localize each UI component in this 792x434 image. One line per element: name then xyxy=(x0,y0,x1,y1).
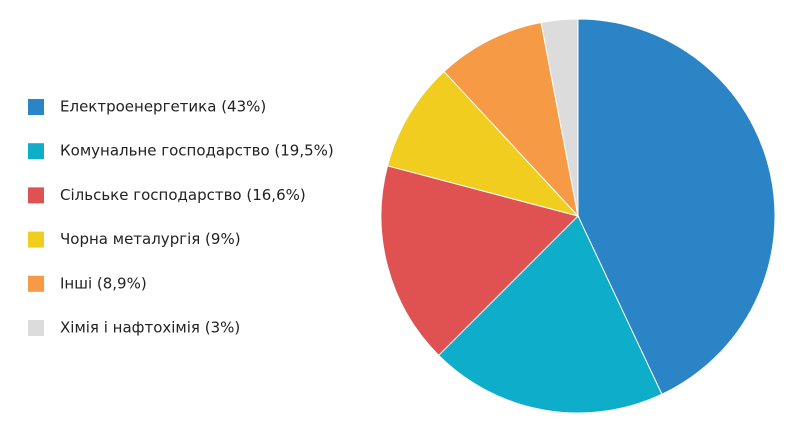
legend-swatch xyxy=(28,143,44,160)
legend-label: Хімія і нафтохімія (3%) xyxy=(60,319,240,337)
legend-label: Електроенергетика (43%) xyxy=(60,98,266,116)
pie-slice xyxy=(380,165,579,357)
legend-swatch xyxy=(28,231,44,248)
legend-label: Інші (8,9%) xyxy=(60,274,147,292)
pie-slice xyxy=(540,18,579,217)
legend-label: Комунальне господарство (19,5%) xyxy=(60,142,334,160)
pie-slice xyxy=(443,21,579,218)
legend-label: Чорна металургія (9%) xyxy=(60,230,241,248)
legend-swatch xyxy=(28,320,44,336)
legend-swatch xyxy=(28,99,44,115)
legend-label: Сільське господарство (16,6%) xyxy=(60,186,306,204)
pie-slice xyxy=(386,70,580,217)
pie-slice xyxy=(437,215,663,414)
legend-swatch xyxy=(28,187,44,204)
legend-swatch xyxy=(28,275,44,292)
pie-slice xyxy=(577,18,776,395)
